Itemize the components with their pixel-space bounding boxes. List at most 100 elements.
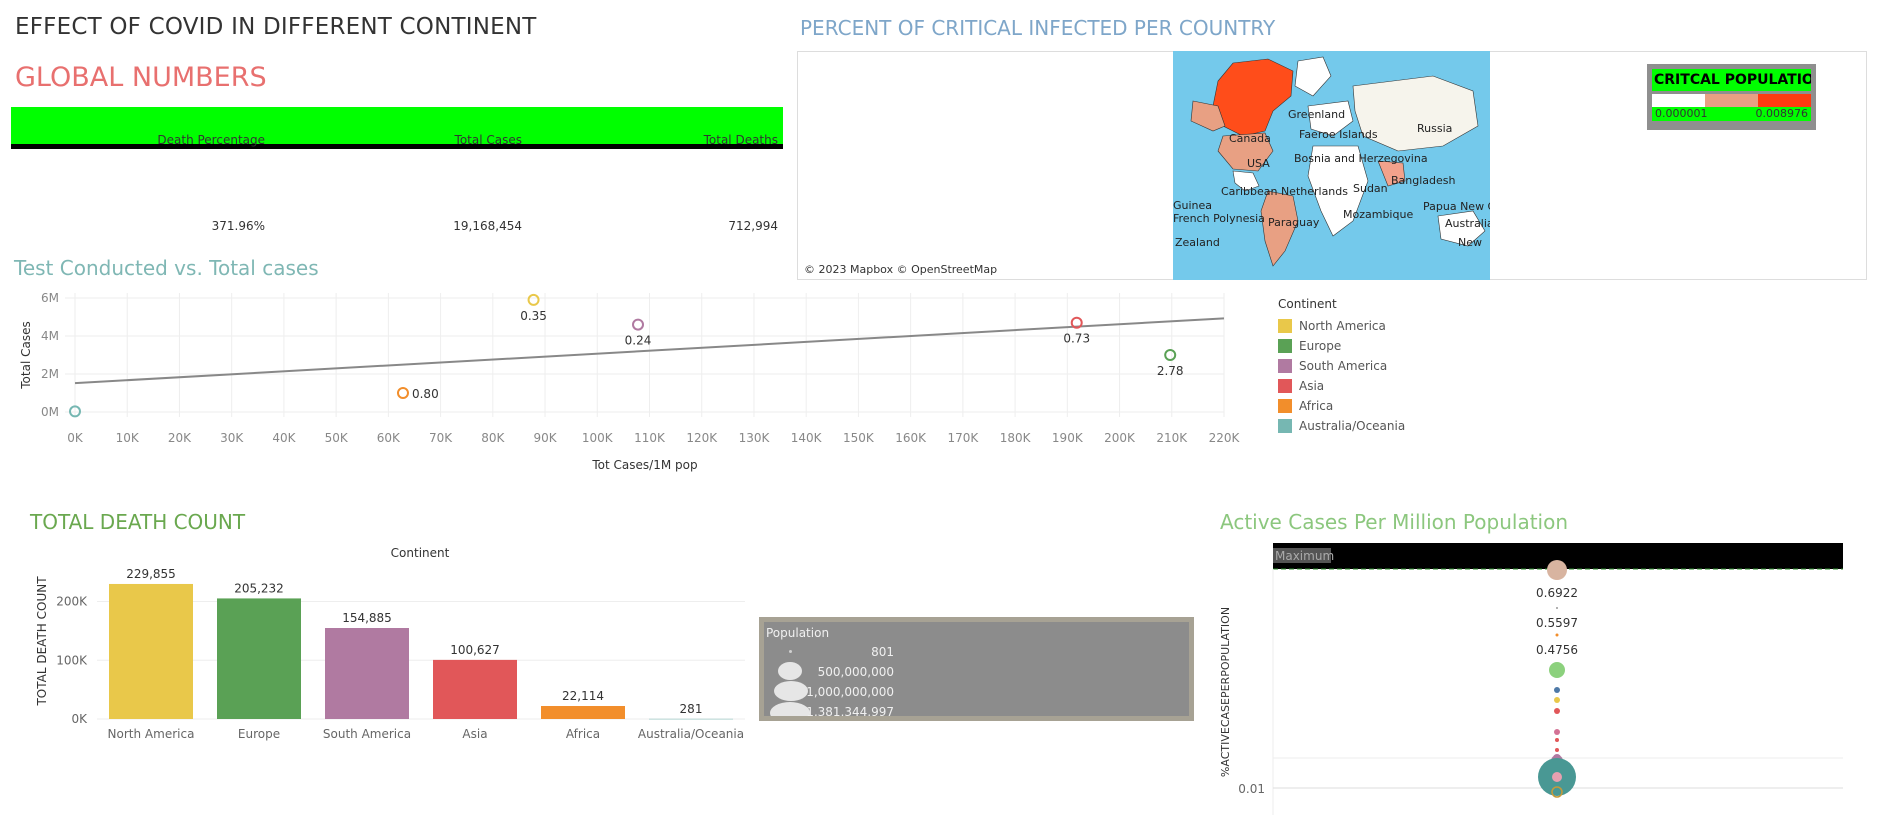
legend-swatch <box>1278 419 1292 433</box>
x-tick-label: 160K <box>895 431 927 445</box>
legend-swatch <box>1278 359 1292 373</box>
legend-item-australia-oceania[interactable]: Australia/Oceania <box>1278 416 1405 436</box>
x-tick-label: 200K <box>1104 431 1136 445</box>
y-tick-label: 0K <box>71 712 88 726</box>
size-circle-icon <box>774 681 808 701</box>
y-axis-label: Total Cases <box>19 321 33 389</box>
population-legend-item: 1,381,344,997 <box>806 705 894 716</box>
size-circle-icon <box>778 662 802 680</box>
global-numbers-title: GLOBAL NUMBERS <box>15 62 267 93</box>
trend-line <box>74 317 1225 385</box>
world-map[interactable]: Greenland Canada Faeroe Islands Russia U… <box>1173 51 1490 280</box>
legend-item-north-america[interactable]: North America <box>1278 316 1405 336</box>
y-tick-label: 0.01 <box>1238 782 1265 796</box>
x-tick-label: 170K <box>947 431 979 445</box>
legend-item-asia[interactable]: Asia <box>1278 376 1405 396</box>
legend-item-europe[interactable]: Europe <box>1278 336 1405 356</box>
x-tick-label: 10K <box>116 431 140 445</box>
size-circle-icon <box>770 702 810 716</box>
legend-swatch <box>1278 319 1292 333</box>
category-label: Africa <box>566 727 600 741</box>
category-label: North America <box>108 727 195 741</box>
legend-item-africa[interactable]: Africa <box>1278 396 1405 416</box>
map-usa-shape <box>1217 132 1274 172</box>
bar-value-label: 281 <box>680 702 703 716</box>
category-label: Australia/Oceania <box>638 727 744 741</box>
bubble <box>1555 748 1559 752</box>
bar <box>325 628 409 719</box>
active-cases-title: Active Cases Per Million Population <box>1220 510 1569 534</box>
point-label: 0.24 <box>625 334 652 348</box>
x-tick-label: 0K <box>67 431 84 445</box>
legend-label: North America <box>1299 319 1386 333</box>
continent-legend-title: Continent <box>1278 297 1337 311</box>
map-label: New <box>1458 236 1482 249</box>
x-tick-label: 150K <box>843 431 875 445</box>
bar <box>649 718 733 720</box>
x-tick-label: 50K <box>325 431 349 445</box>
population-legend-title: Population <box>766 626 830 640</box>
category-label: Europe <box>238 727 280 741</box>
x-tick-label: 20K <box>168 431 192 445</box>
bubble <box>1551 786 1563 798</box>
map-label: Caribbean Netherlands <box>1221 185 1348 198</box>
x-tick-label: 30K <box>220 431 244 445</box>
population-legend-item: 1,000,000,000 <box>806 685 894 699</box>
bar-value-label: 100,627 <box>450 643 500 657</box>
map-south-asia-shape <box>1377 160 1406 187</box>
death-percentage-value: 371.96% <box>211 219 265 233</box>
map-label: Papua New G <box>1423 200 1490 213</box>
map-label: Paraguay <box>1268 216 1320 229</box>
bubble <box>1554 697 1560 703</box>
bubble <box>1556 607 1558 609</box>
bar-value-label: 229,855 <box>126 567 176 581</box>
x-tick-label: 90K <box>533 431 557 445</box>
total-cases-header: Total Cases <box>454 133 522 147</box>
map-label: Zealand <box>1175 236 1220 249</box>
legend-label: Europe <box>1299 339 1342 353</box>
scatter-point <box>527 293 540 306</box>
point-label: 0.35 <box>520 309 547 323</box>
maximum-tag <box>1273 548 1331 563</box>
y-tick-label: 0M <box>41 405 59 419</box>
map-label: Bangladesh <box>1391 174 1456 187</box>
population-legend[interactable]: Population 801 500,000,000 1,000,000,000… <box>759 617 1194 721</box>
active-cases-chart[interactable]: Maximum 0.01 %ACTIVECASEPERPOPULATION 0.692… <box>1215 540 1845 815</box>
bar <box>433 659 517 719</box>
total-deaths-header: Total Deaths <box>703 133 778 147</box>
map-label: Bosnia and Herzegovina <box>1294 152 1428 165</box>
bar <box>541 706 625 719</box>
map-canada-shape <box>1212 58 1294 137</box>
death-count-title: TOTAL DEATH COUNT <box>30 510 246 534</box>
dashboard-title: EFFECT OF COVID IN DIFFERENT CONTINENT <box>15 14 537 40</box>
point-label: 0.80 <box>412 387 439 401</box>
bubble <box>1549 662 1565 678</box>
test-vs-cases-scatter[interactable]: 0K 10K 20K 30K 40K 50K 60K 70K 80K 90K 100K 110K 120… <box>0 285 1240 485</box>
critical-legend-min: 0.000001 <box>1655 107 1708 120</box>
x-tick-label: 70K <box>429 431 453 445</box>
bubble <box>1554 687 1560 693</box>
point-label: 2.78 <box>1157 364 1184 378</box>
critical-legend-max: 0.008976 <box>1755 107 1809 120</box>
total-death-count-bar-chart[interactable]: Continent 0K 100K 200K TOTAL DEATH COUNT 229,… <box>0 540 760 750</box>
map-south-america-shape <box>1260 190 1299 267</box>
map-label: French Polynesia <box>1173 212 1265 225</box>
map-title: PERCENT OF CRITICAL INFECTED PER COUNTRY <box>800 16 1276 40</box>
maximum-label: Maximum <box>1275 549 1334 563</box>
critical-legend-title: CRITCAL POPULATIO.. <box>1652 69 1811 91</box>
y-tick-label: 100K <box>56 653 88 667</box>
critical-population-legend[interactable]: CRITCAL POPULATIO.. 0.000001 0.008976 <box>1647 64 1816 130</box>
scatter-point <box>632 318 645 331</box>
legend-color-high <box>1758 94 1811 107</box>
category-label: South America <box>323 727 411 741</box>
y-tick-label: 6M <box>41 291 59 305</box>
scatter-title: Test Conducted vs. Total cases <box>14 256 319 280</box>
bar-chart-title: Continent <box>391 546 450 560</box>
x-tick-label: 220K <box>1209 431 1240 445</box>
legend-swatch <box>1278 339 1292 353</box>
y-tick-label: 200K <box>56 595 88 609</box>
legend-item-south-america[interactable]: South America <box>1278 356 1405 376</box>
y-axis-label: %ACTIVECASEPERPOPULATION <box>1219 607 1232 777</box>
map-label: Greenland <box>1288 108 1346 121</box>
bar-value-label: 154,885 <box>342 611 392 625</box>
